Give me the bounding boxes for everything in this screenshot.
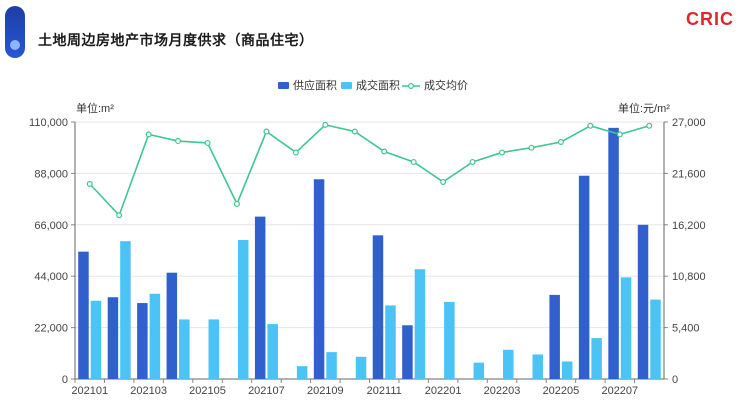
x-tick-label: 202203 [484,385,521,397]
deal-bar [90,300,102,379]
supply-bar [137,303,148,379]
deal-bar [444,301,455,379]
supply-bar [372,235,384,379]
price-point [116,212,123,219]
deal-bar [267,324,278,379]
deal-bar [414,269,426,379]
legend-supply-swatch [278,82,289,89]
left-tick-label: 88,000 [34,168,68,180]
chart-title: 土地周边房地产市场月度供求（商品住宅） [38,32,314,48]
deal-bar [179,319,190,379]
supply-bar [78,251,89,379]
supply-bar [578,175,590,379]
deal-bar [120,241,131,379]
cric-logo: CRIC [686,9,734,29]
price-point [322,121,329,128]
right-tick-label: 10,800 [672,271,706,283]
deal-bar [355,356,367,379]
price-point [616,131,623,138]
left-tick-label: 110,000 [29,117,68,129]
legend-price-label: 成交均价 [424,78,468,92]
left-unit-label: 单位:m² [76,101,114,115]
deal-bar [149,293,161,379]
right-tick-label: 27,000 [672,117,706,129]
price-point [499,149,506,156]
price-point [263,128,270,135]
deal-bar [296,366,308,379]
right-unit-label: 单位:元/m² [618,101,670,115]
price-point [410,158,417,165]
supply-bar [254,216,266,379]
deal-bar [650,299,661,379]
price-point [204,139,211,146]
price-point [587,122,594,129]
deal-bar [326,352,337,379]
x-tick-label: 202201 [425,385,462,397]
left-tick-label: 22,000 [34,323,68,335]
deal-bar [591,338,602,379]
supply-bar [402,325,413,379]
price-point [528,144,535,151]
deal-bar [503,349,514,379]
price-point [86,180,93,187]
left-tick-label: 0 [62,374,68,386]
price-point [646,122,653,129]
deal-bar [208,319,220,379]
supply-bar [549,294,560,379]
deal-bar [561,361,573,379]
x-tick-label: 202111 [367,385,402,397]
legend-deal-label: 成交面积 [356,78,400,92]
right-tick-label: 0 [672,374,678,386]
price-point [381,148,388,155]
price-point [557,138,564,145]
price-point [292,149,299,156]
brand-badge [5,6,25,58]
badge-dot [10,40,20,50]
x-tick-label: 202109 [307,385,344,397]
right-tick-label: 5,400 [672,323,700,335]
supply-bar [313,179,325,379]
left-tick-label: 44,000 [34,271,68,283]
price-point [233,200,240,207]
legend-deal-swatch [341,82,352,89]
price-point [440,178,447,185]
deal-bar [385,305,396,379]
deal-bar [620,277,632,379]
x-tick-label: 202103 [130,385,167,397]
right-tick-label: 21,600 [672,168,706,180]
deal-bar [532,354,543,379]
x-tick-label: 202205 [543,385,580,397]
x-tick-label: 202101 [71,385,108,397]
supply-bar [107,297,119,379]
price-point [175,138,182,145]
x-tick-label: 202105 [189,385,226,397]
legend-supply-label: 供应面积 [293,78,337,92]
x-tick-label: 202107 [248,385,285,397]
price-point [145,131,152,138]
supply-bar [608,127,619,379]
supply-bar [637,224,649,379]
legend-price-marker [408,82,415,89]
left-tick-label: 66,000 [34,220,68,232]
deal-bar [237,239,249,379]
price-line [89,123,650,217]
deal-bar [473,362,485,379]
supply-bar [166,272,178,379]
price-point [469,158,476,165]
right-tick-label: 16,200 [672,220,706,232]
x-tick-label: 202207 [601,385,638,397]
price-point [351,128,358,135]
